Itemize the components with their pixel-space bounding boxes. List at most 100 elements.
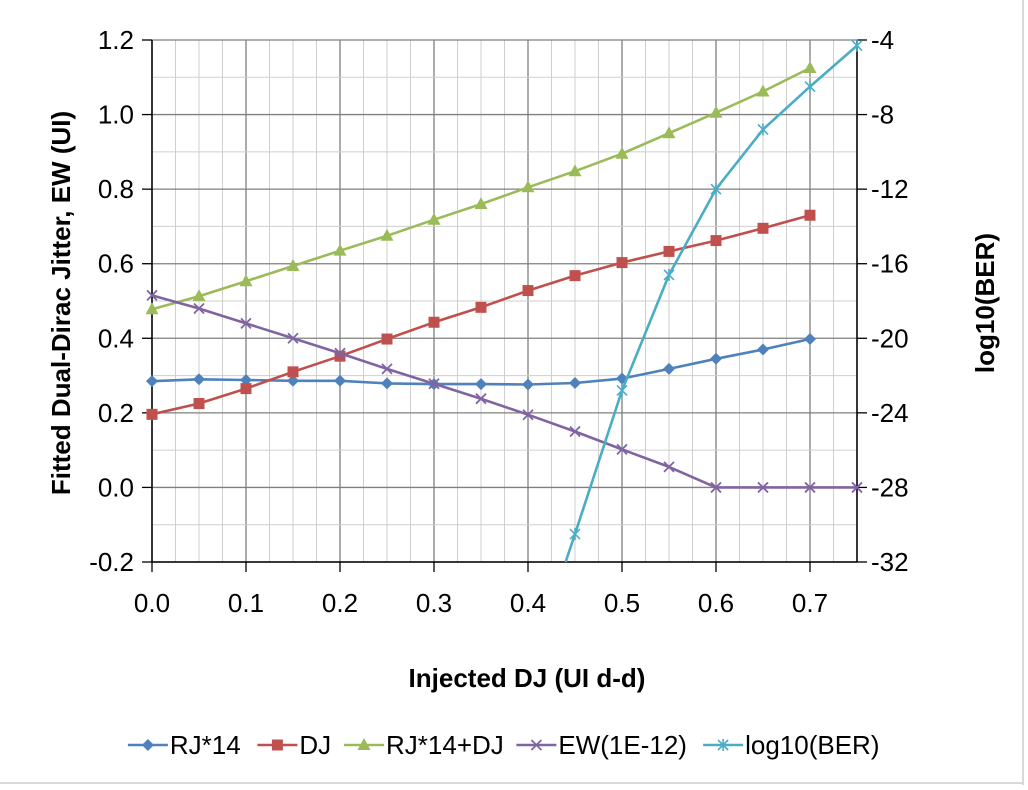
data-point-dj <box>287 366 299 378</box>
data-point-ew-1e-12 <box>522 409 534 421</box>
data-point-ew-1e-12-stroke <box>804 481 816 494</box>
data-point-ew-1e-12 <box>804 481 816 494</box>
data-point-ew-1e-12-stroke <box>663 461 675 473</box>
data-point-rj-14-dj <box>615 146 629 159</box>
data-point-rj-14-dj <box>568 164 582 177</box>
data-point-ew-1e-12 <box>334 347 346 359</box>
data-point-rj-14-dj <box>709 105 723 118</box>
x-tick-label: 0.4 <box>510 588 546 618</box>
legend-item-rj-14: RJ*14 <box>127 730 241 760</box>
data-point-rj-14-dj <box>756 84 770 97</box>
data-point-ew-1e-12 <box>475 393 487 405</box>
legend-layer: RJ*14 DJ RJ*14+DJ EW(1E-12) log10(BER) <box>127 730 880 760</box>
legend-label-dj: DJ <box>299 730 331 760</box>
data-point-dj <box>381 333 393 345</box>
data-point-dj <box>710 235 722 247</box>
y2-tick-label: -20 <box>871 323 909 353</box>
data-point-ew-1e-12-stroke <box>193 302 205 315</box>
x-tick-label: 0.0 <box>134 588 170 618</box>
series-layer <box>145 39 863 563</box>
data-point-ew-1e-12 <box>146 289 158 302</box>
y-tick-label: 0.4 <box>98 323 134 353</box>
data-point-rj-14-dj <box>521 180 535 193</box>
legend-label-ew-1e-12: EW(1E-12) <box>558 730 687 760</box>
y-tick-label: -0.2 <box>89 547 134 577</box>
y2-tick-label: -4 <box>871 25 894 55</box>
data-point-rj-14 <box>663 362 675 375</box>
data-point-rj-14 <box>710 352 722 365</box>
x-tick-label: 0.6 <box>698 588 734 618</box>
data-point-ew-1e-12-stroke <box>475 393 487 405</box>
series-line-log10-ber <box>564 44 858 563</box>
data-point-rj-14 <box>193 373 205 386</box>
data-point-ew-1e-12-stroke <box>287 332 299 344</box>
y-tick-label: 0.2 <box>98 398 134 428</box>
legend-marker-log10-ber <box>717 739 729 751</box>
legend-marker-ew-1e-12-stroke <box>530 739 543 751</box>
data-point-rj-14-dj <box>286 258 300 271</box>
data-point-ew-1e-12-stroke <box>569 425 581 438</box>
x-tick-label: 0.1 <box>228 588 264 618</box>
y-tick-label: 1.0 <box>98 100 134 130</box>
legend-marker-rj-14 <box>141 739 154 751</box>
data-point-dj <box>804 209 816 221</box>
y2-tick-label: -8 <box>871 100 894 130</box>
data-point-ew-1e-12-stroke <box>381 363 393 375</box>
x-tick-label: 0.3 <box>416 588 452 618</box>
data-point-log10-ber <box>663 268 675 281</box>
legend-label-log10-ber: log10(BER) <box>745 730 879 760</box>
x-tick-label: 0.5 <box>604 588 640 618</box>
data-point-ew-1e-12-stroke <box>710 481 722 494</box>
y2-tick-label: -12 <box>871 174 909 204</box>
labels-layer: -0.20.00.20.40.60.81.01.2-32-28-24-20-16… <box>89 25 908 618</box>
data-point-ew-1e-12 <box>240 317 252 330</box>
data-point-ew-1e-12-stroke <box>522 409 534 421</box>
legend-item-rj-14-dj: RJ*14+DJ <box>344 730 504 760</box>
data-point-rj-14-dj <box>474 197 488 210</box>
data-point-rj-14-dj <box>427 212 441 225</box>
series-log10-ber <box>564 39 863 563</box>
data-point-ew-1e-12-stroke <box>240 317 252 330</box>
data-point-dj <box>193 398 205 410</box>
data-point-ew-1e-12-stroke <box>428 378 440 390</box>
data-point-ew-1e-12 <box>616 443 628 456</box>
data-point-dj <box>146 408 158 420</box>
data-point-ew-1e-12 <box>193 302 205 315</box>
data-point-ew-1e-12 <box>381 363 393 375</box>
data-point-dj <box>428 316 440 328</box>
data-point-rj-14-dj <box>803 60 817 73</box>
y-tick-label: 0.6 <box>98 249 134 279</box>
y-tick-label: 0.8 <box>98 174 134 204</box>
data-point-rj-14 <box>381 377 393 390</box>
series-line-ew-1e-12 <box>151 294 857 489</box>
data-point-log10-ber <box>569 528 581 541</box>
data-point-rj-14-dj <box>145 302 159 315</box>
data-point-rj-14 <box>757 343 769 356</box>
data-point-ew-1e-12 <box>757 481 769 494</box>
data-point-dj <box>663 245 675 257</box>
data-point-dj <box>240 383 252 395</box>
y2-tick-label: -32 <box>871 547 909 577</box>
data-point-rj-14-dj <box>239 274 253 287</box>
series-rj-14-dj <box>145 60 817 315</box>
x-tick-label: 0.7 <box>792 588 828 618</box>
legend-item-ew-1e-12: EW(1E-12) <box>516 730 687 760</box>
data-point-ew-1e-12 <box>428 378 440 390</box>
data-point-log10-ber <box>757 123 769 136</box>
data-point-rj-14-dj <box>192 289 206 302</box>
legend-marker-ew-1e-12 <box>530 739 543 751</box>
data-point-rj-14 <box>146 375 158 388</box>
y2-tick-label: -24 <box>871 398 909 428</box>
series-dj <box>146 209 816 420</box>
data-point-log10-ber <box>710 183 722 196</box>
legend-item-log10-ber: log10(BER) <box>703 730 880 760</box>
y2-axis-title: log10(BER) <box>970 233 1000 373</box>
data-point-ew-1e-12-stroke <box>616 443 628 456</box>
data-point-ew-1e-12-stroke <box>757 481 769 494</box>
data-point-dj <box>616 257 628 269</box>
data-point-rj-14 <box>569 377 581 390</box>
data-point-ew-1e-12 <box>663 461 675 473</box>
data-point-log10-ber <box>804 80 816 93</box>
data-point-dj <box>334 350 346 362</box>
